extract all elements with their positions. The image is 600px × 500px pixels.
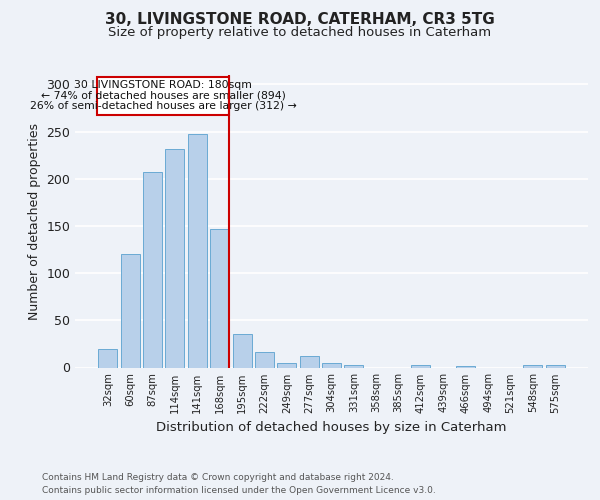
- Bar: [233, 334, 251, 368]
- Bar: [412, 364, 430, 368]
- Bar: [98, 348, 118, 368]
- FancyBboxPatch shape: [97, 77, 229, 114]
- Bar: [121, 254, 140, 368]
- Bar: [277, 363, 296, 368]
- Text: ← 74% of detached houses are smaller (894): ← 74% of detached houses are smaller (89…: [41, 90, 286, 101]
- Bar: [545, 364, 565, 368]
- Y-axis label: Number of detached properties: Number of detached properties: [28, 122, 41, 320]
- Bar: [523, 364, 542, 368]
- X-axis label: Distribution of detached houses by size in Caterham: Distribution of detached houses by size …: [156, 421, 507, 434]
- Text: 26% of semi-detached houses are larger (312) →: 26% of semi-detached houses are larger (…: [29, 101, 296, 111]
- Bar: [143, 172, 162, 368]
- Bar: [344, 364, 364, 368]
- Bar: [299, 356, 319, 368]
- Bar: [255, 352, 274, 368]
- Text: Size of property relative to detached houses in Caterham: Size of property relative to detached ho…: [109, 26, 491, 39]
- Bar: [210, 229, 229, 368]
- Bar: [322, 363, 341, 368]
- Text: Contains HM Land Registry data © Crown copyright and database right 2024.
Contai: Contains HM Land Registry data © Crown c…: [42, 474, 436, 495]
- Bar: [188, 134, 207, 368]
- Bar: [166, 148, 184, 368]
- Text: 30 LIVINGSTONE ROAD: 180sqm: 30 LIVINGSTONE ROAD: 180sqm: [74, 80, 252, 90]
- Bar: [456, 366, 475, 368]
- Text: 30, LIVINGSTONE ROAD, CATERHAM, CR3 5TG: 30, LIVINGSTONE ROAD, CATERHAM, CR3 5TG: [105, 12, 495, 28]
